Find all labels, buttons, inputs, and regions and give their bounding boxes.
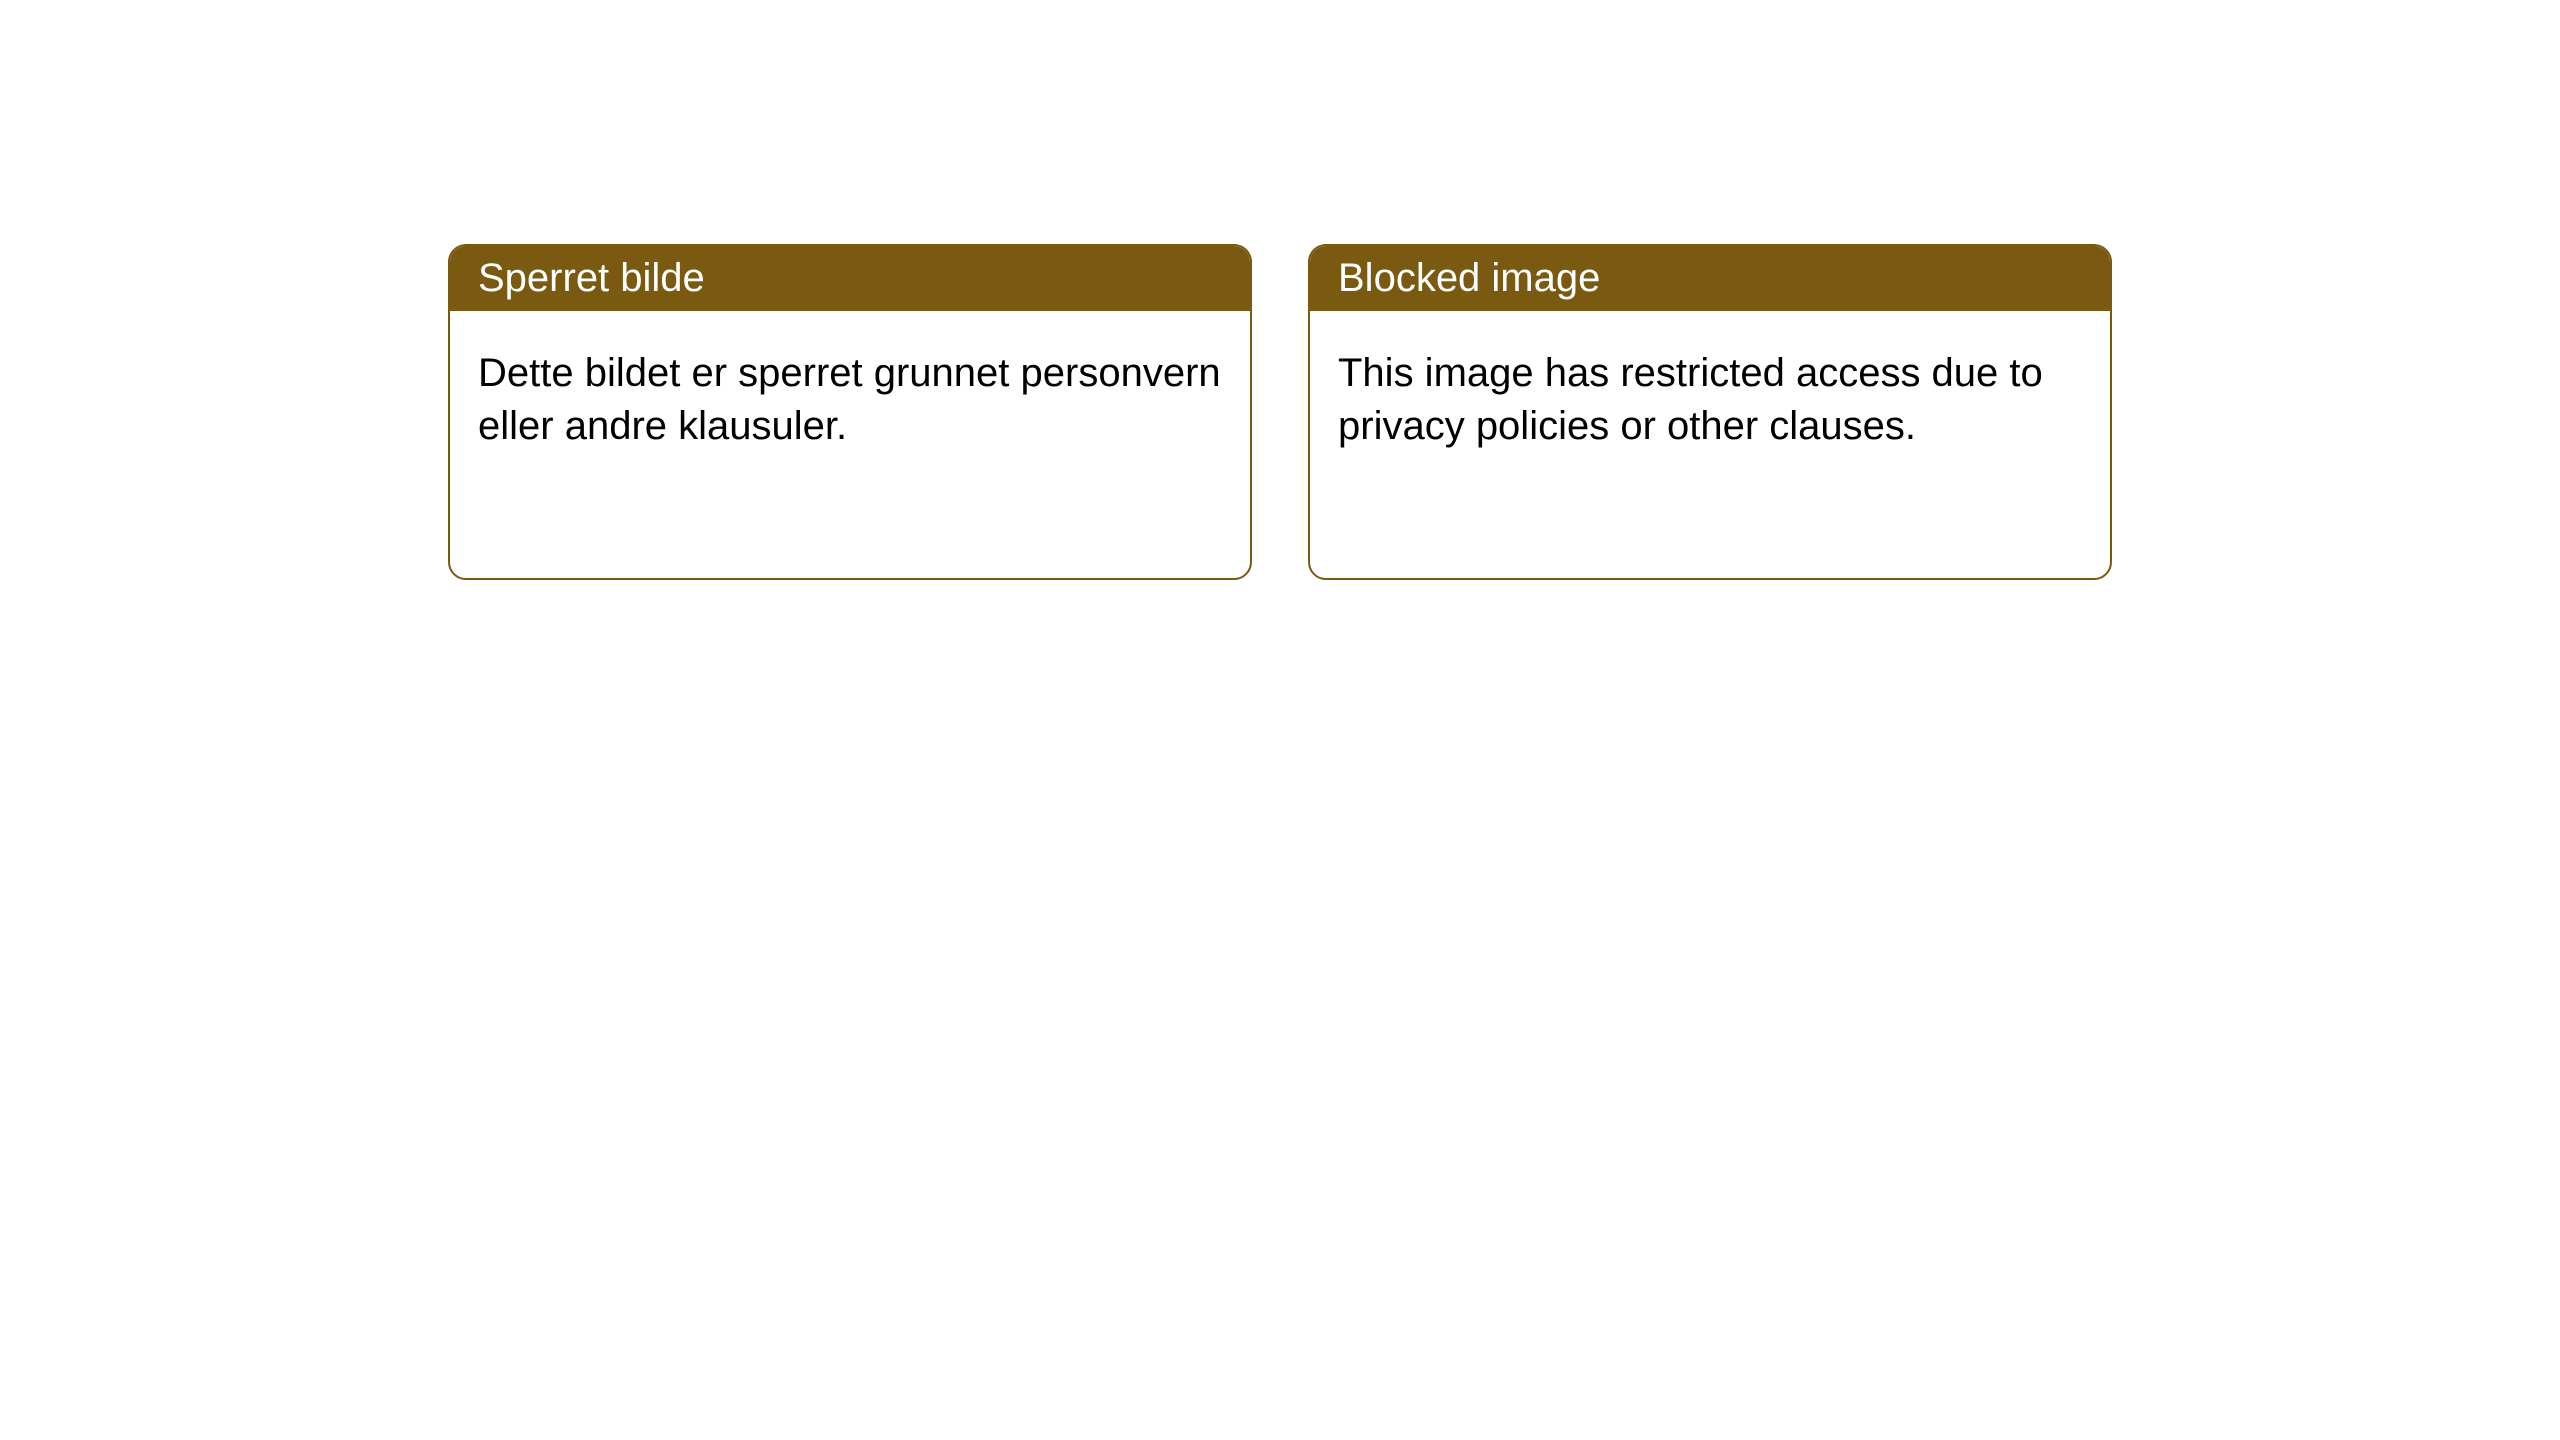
notice-container: Sperret bilde Dette bildet er sperret gr… [0,0,2560,580]
notice-card-english: Blocked image This image has restricted … [1308,244,2112,580]
notice-card-norwegian: Sperret bilde Dette bildet er sperret gr… [448,244,1252,580]
notice-header-norwegian: Sperret bilde [450,246,1250,311]
notice-body-english: This image has restricted access due to … [1310,311,2110,489]
notice-header-english: Blocked image [1310,246,2110,311]
notice-body-norwegian: Dette bildet er sperret grunnet personve… [450,311,1250,489]
